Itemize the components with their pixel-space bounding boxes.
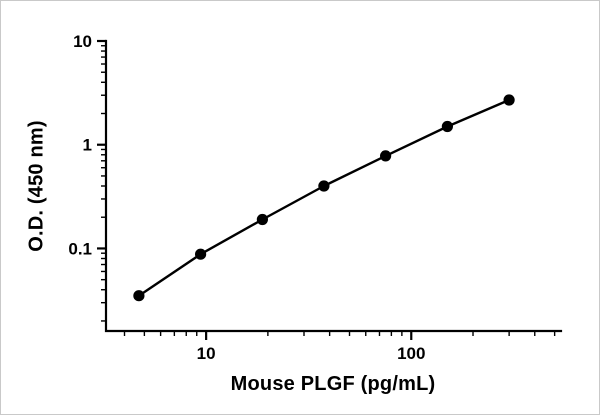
series-line xyxy=(137,98,511,297)
data-point-marker xyxy=(195,248,207,260)
data-point-marker xyxy=(380,150,392,162)
axis-spine xyxy=(104,39,563,333)
data-point-marker xyxy=(441,120,453,133)
data-point-marker xyxy=(503,94,515,106)
y-tick-label: 10 xyxy=(73,32,92,51)
y-tick-label: 1 xyxy=(83,136,92,155)
x-tick-label: 100 xyxy=(397,344,425,363)
data-point-marker xyxy=(133,290,145,302)
data-point-marker xyxy=(256,213,268,226)
x-axis-title: Mouse PLGF (pg/mL) xyxy=(230,373,436,395)
x-tick-label: 10 xyxy=(197,344,216,363)
y-axis-title: O.D. (450 nm) xyxy=(25,120,48,252)
data-point-marker xyxy=(318,180,330,192)
y-tick-label: 0.1 xyxy=(68,239,92,258)
